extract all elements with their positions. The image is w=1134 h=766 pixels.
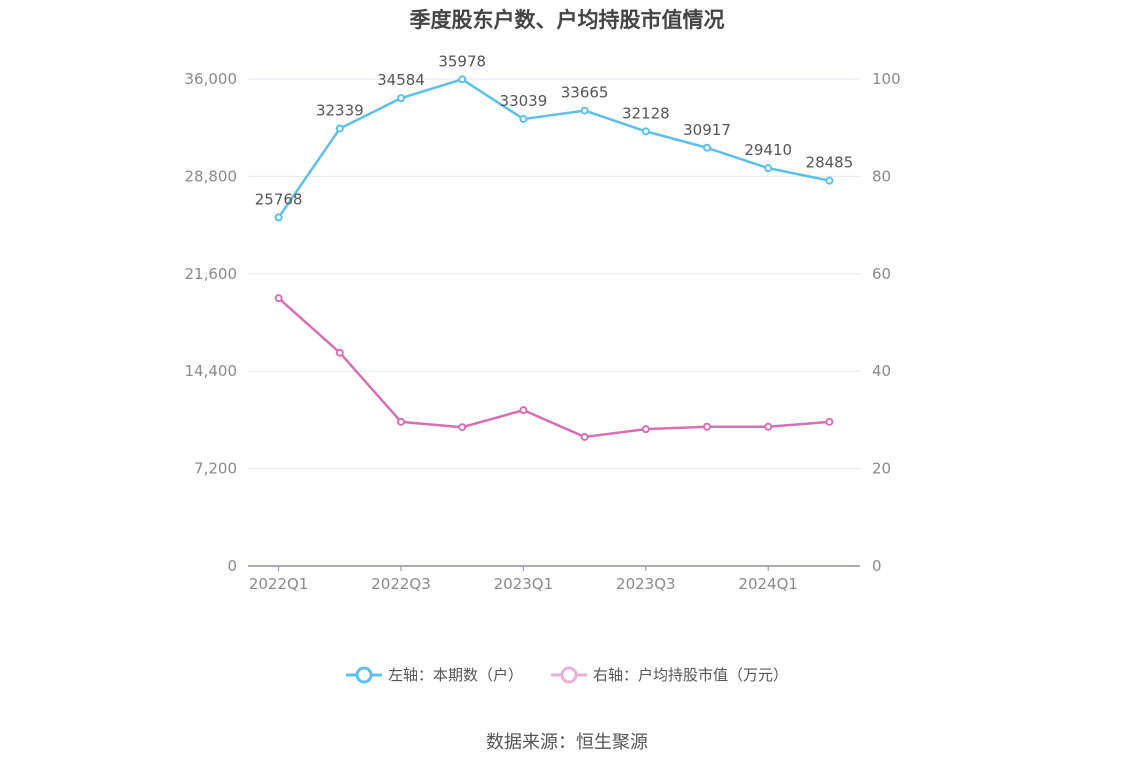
left-series-point bbox=[825, 176, 834, 185]
x-tick-label: 2024Q1 bbox=[738, 575, 798, 593]
y-left-tick-label: 0 bbox=[227, 557, 237, 575]
data-label: 34584 bbox=[377, 71, 425, 89]
left-series-point bbox=[519, 115, 528, 124]
x-tick-label: 2022Q3 bbox=[371, 575, 431, 593]
data-label: 35978 bbox=[438, 52, 486, 70]
left-series-point bbox=[580, 106, 589, 115]
data-label: 28485 bbox=[806, 154, 854, 172]
data-label: 32128 bbox=[622, 104, 670, 122]
right-series-point bbox=[580, 432, 589, 441]
right-series-point bbox=[825, 417, 834, 426]
chart-title: 季度股东户数、户均持股市值情况 bbox=[409, 8, 725, 32]
data-label: 33039 bbox=[500, 92, 548, 110]
data-label: 29410 bbox=[744, 141, 792, 159]
left-series-point bbox=[458, 75, 467, 84]
legend: 左轴：本期数（户） 右轴：户均持股市值（万元） bbox=[0, 664, 1134, 685]
y-right-tick-label: 0 bbox=[872, 557, 882, 575]
left-series-point bbox=[641, 127, 650, 136]
left-series-line bbox=[277, 78, 830, 219]
right-series-point bbox=[274, 294, 283, 303]
y-right-tick-label: 100 bbox=[872, 70, 901, 88]
y-right-tick-label: 20 bbox=[872, 460, 891, 478]
data-label: 25768 bbox=[255, 190, 303, 208]
right-series-point bbox=[397, 417, 405, 426]
legend-left-marker-icon bbox=[345, 666, 382, 683]
left-series-point bbox=[335, 124, 344, 133]
y-right-tick-label: 80 bbox=[872, 167, 891, 185]
legend-left-label: 左轴：本期数（户） bbox=[387, 666, 523, 684]
right-series-point bbox=[703, 422, 711, 431]
x-tick-label: 2023Q1 bbox=[494, 575, 554, 593]
left-series-point bbox=[764, 164, 773, 173]
left-series-point bbox=[703, 143, 711, 152]
right-series-point bbox=[641, 425, 650, 434]
legend-item-left-series[interactable]: 左轴：本期数（户） bbox=[345, 664, 523, 685]
y-left-tick-label: 36,000 bbox=[185, 70, 238, 88]
y-left-tick-label: 7,200 bbox=[194, 460, 237, 478]
y-right-tick-label: 40 bbox=[872, 362, 891, 380]
x-tick-label: 2023Q3 bbox=[616, 575, 676, 593]
left-series-point bbox=[274, 213, 283, 222]
legend-item-right-series[interactable]: 右轴：户均持股市值（万元） bbox=[551, 664, 788, 685]
right-series-line bbox=[277, 297, 830, 439]
line-chart: 0 0 7,200 20 14,400 40 21,600 60 28,800 80 36,000 1… bbox=[185, 52, 901, 593]
y-left-tick-label: 14,400 bbox=[185, 362, 238, 380]
right-series-point bbox=[335, 348, 344, 357]
x-tick-label: 2022Q1 bbox=[249, 575, 309, 593]
left-series-point bbox=[397, 94, 405, 103]
y-right-tick-label: 60 bbox=[872, 265, 891, 283]
legend-right-marker-icon bbox=[551, 666, 587, 683]
right-series-point bbox=[458, 423, 467, 432]
data-label: 33665 bbox=[561, 84, 609, 102]
data-label: 30917 bbox=[683, 121, 731, 139]
y-left-tick-label: 21,600 bbox=[185, 265, 238, 283]
right-series-point bbox=[519, 406, 528, 415]
right-series-point bbox=[764, 422, 773, 431]
data-label: 32339 bbox=[316, 102, 364, 120]
data-source: 数据来源：恒生聚源 bbox=[486, 732, 648, 753]
y-left-tick-label: 28,800 bbox=[185, 167, 238, 185]
legend-right-label: 右轴：户均持股市值（万元） bbox=[593, 666, 789, 684]
